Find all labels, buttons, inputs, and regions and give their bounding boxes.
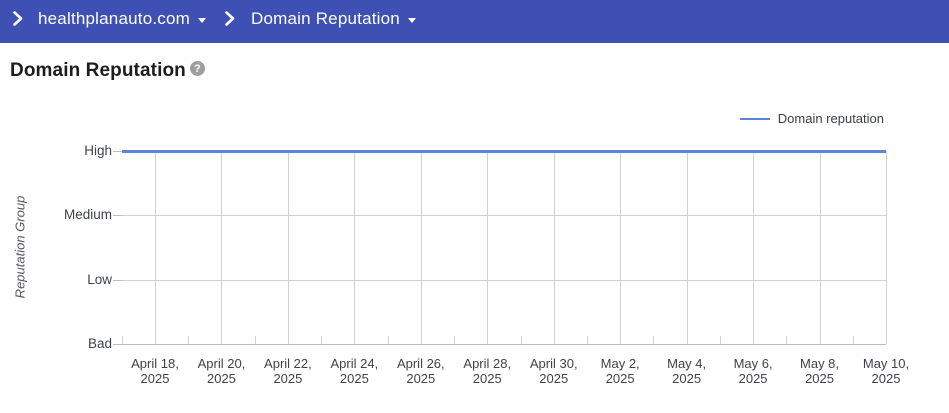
x-axis-minor-tick bbox=[653, 336, 655, 344]
gridline-vertical bbox=[620, 151, 622, 344]
x-axis-minor-tick bbox=[719, 336, 721, 344]
x-axis-label: May 2, 2025 bbox=[600, 356, 640, 386]
x-axis-minor-tick bbox=[454, 336, 456, 344]
y-axis-label: High bbox=[84, 143, 112, 158]
x-axis-label: April 30, 2025 bbox=[529, 356, 578, 386]
gridline-horizontal bbox=[122, 215, 886, 217]
y-axis-tick bbox=[113, 151, 122, 152]
help-icon[interactable]: ? bbox=[189, 61, 205, 76]
x-axis-label: April 20, 2025 bbox=[197, 356, 246, 386]
gridline-vertical bbox=[753, 151, 755, 344]
x-axis-label: May 6, 2025 bbox=[733, 356, 773, 386]
series-line-domain-reputation bbox=[122, 150, 886, 153]
x-axis-label: May 4, 2025 bbox=[667, 356, 707, 386]
x-axis-minor-tick bbox=[122, 336, 123, 344]
gridline-vertical bbox=[886, 151, 887, 344]
caret-down-icon bbox=[407, 17, 416, 23]
breadcrumb-page-label: Domain Reputation bbox=[251, 8, 400, 28]
y-axis-tick bbox=[113, 215, 122, 217]
x-axis-label: May 10, 2025 bbox=[862, 356, 910, 386]
y-axis-label: Bad bbox=[87, 336, 112, 351]
x-axis-label: April 26, 2025 bbox=[396, 356, 445, 386]
breadcrumb-page-dropdown[interactable]: Domain Reputation bbox=[251, 9, 416, 29]
x-axis-label: April 24, 2025 bbox=[330, 356, 379, 386]
y-axis-tick bbox=[113, 344, 122, 345]
legend-line-icon bbox=[739, 117, 770, 121]
x-axis-minor-tick bbox=[852, 336, 854, 344]
gridline-vertical bbox=[287, 151, 289, 344]
x-axis-minor-tick bbox=[586, 336, 588, 344]
gridline-vertical bbox=[819, 151, 821, 344]
chevron-right-icon bbox=[12, 11, 23, 26]
y-axis-label: Low bbox=[87, 271, 112, 287]
gridline-vertical bbox=[221, 151, 223, 344]
x-axis-minor-tick bbox=[520, 336, 522, 344]
domain-reputation-chart: Domain reputation Reputation Group High M… bbox=[0, 84, 949, 413]
x-axis-minor-tick bbox=[387, 336, 389, 344]
x-axis-minor-tick bbox=[786, 336, 788, 344]
gridline-vertical bbox=[686, 151, 688, 344]
y-axis-tick bbox=[113, 279, 122, 281]
x-axis-minor-tick bbox=[321, 336, 323, 344]
x-axis-minor-tick bbox=[188, 336, 190, 344]
x-axis-label: May 8, 2025 bbox=[800, 356, 840, 386]
gridline-vertical bbox=[354, 151, 356, 344]
page-title-row: Domain Reputation ? bbox=[10, 58, 949, 84]
gridline-vertical bbox=[420, 151, 422, 344]
gridline-vertical bbox=[155, 151, 156, 344]
gridline-vertical bbox=[553, 151, 555, 344]
x-axis-label: April 28, 2025 bbox=[463, 356, 512, 386]
chevron-right-icon bbox=[224, 11, 235, 26]
breadcrumb-domain-label: healthplanauto.com bbox=[38, 8, 190, 28]
gridline-vertical bbox=[487, 151, 489, 344]
legend-label: Domain reputation bbox=[777, 111, 884, 126]
x-axis-label: April 18, 2025 bbox=[131, 356, 179, 386]
page-title: Domain Reputation bbox=[10, 60, 186, 81]
x-axis-label: April 22, 2025 bbox=[264, 356, 312, 386]
gridline-horizontal bbox=[122, 279, 886, 281]
breadcrumb-domain-dropdown[interactable]: healthplanauto.com bbox=[38, 9, 206, 29]
chart-legend: Domain reputation bbox=[739, 111, 884, 127]
gridline-horizontal bbox=[122, 344, 886, 345]
x-axis-minor-tick bbox=[254, 336, 256, 344]
y-axis-label: Medium bbox=[63, 207, 112, 223]
app-bar: healthplanauto.com Domain Reputation bbox=[0, 0, 949, 43]
caret-down-icon bbox=[198, 17, 206, 23]
